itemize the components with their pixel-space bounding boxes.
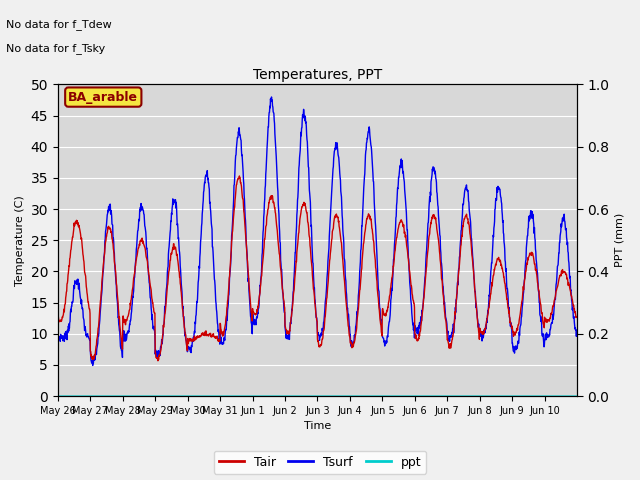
Tsurf <box>567 288 575 293</box>
ppt <box>573 393 580 399</box>
Tsurf <box>304 153 312 158</box>
Y-axis label: Temperature (C): Temperature (C) <box>15 195 25 286</box>
Line: Tsurf: Tsurf <box>58 97 577 365</box>
Tair <box>567 289 575 295</box>
ppt <box>515 393 523 399</box>
ppt <box>566 393 574 399</box>
Tsurf <box>54 331 61 337</box>
Legend: Tair, Tsurf, ppt: Tair, Tsurf, ppt <box>214 451 426 474</box>
Text: No data for f_Tdew: No data for f_Tdew <box>6 19 112 30</box>
ppt <box>303 393 311 399</box>
Tair <box>154 358 162 364</box>
Line: Tair: Tair <box>58 176 577 361</box>
Tsurf <box>268 94 275 100</box>
ppt <box>439 393 447 399</box>
ppt <box>54 393 61 399</box>
Text: BA_arable: BA_arable <box>68 91 138 104</box>
Tair <box>54 313 61 319</box>
Tair <box>573 314 580 320</box>
ppt <box>294 393 301 399</box>
Tair <box>135 243 143 249</box>
Title: Temperatures, PPT: Temperatures, PPT <box>253 68 382 82</box>
Tsurf <box>573 328 580 334</box>
Text: No data for f_Tsky: No data for f_Tsky <box>6 43 106 54</box>
Tsurf <box>440 293 448 299</box>
Tair <box>440 300 448 305</box>
Tair <box>236 173 243 179</box>
Tair <box>294 235 302 240</box>
X-axis label: Time: Time <box>304 421 331 432</box>
Tsurf <box>516 325 524 331</box>
Tair <box>516 312 524 318</box>
Tsurf <box>136 218 143 224</box>
Y-axis label: PPT (mm): PPT (mm) <box>615 213 625 267</box>
Tsurf <box>294 187 302 193</box>
Tair <box>304 219 312 225</box>
ppt <box>135 393 143 399</box>
Tsurf <box>89 362 97 368</box>
